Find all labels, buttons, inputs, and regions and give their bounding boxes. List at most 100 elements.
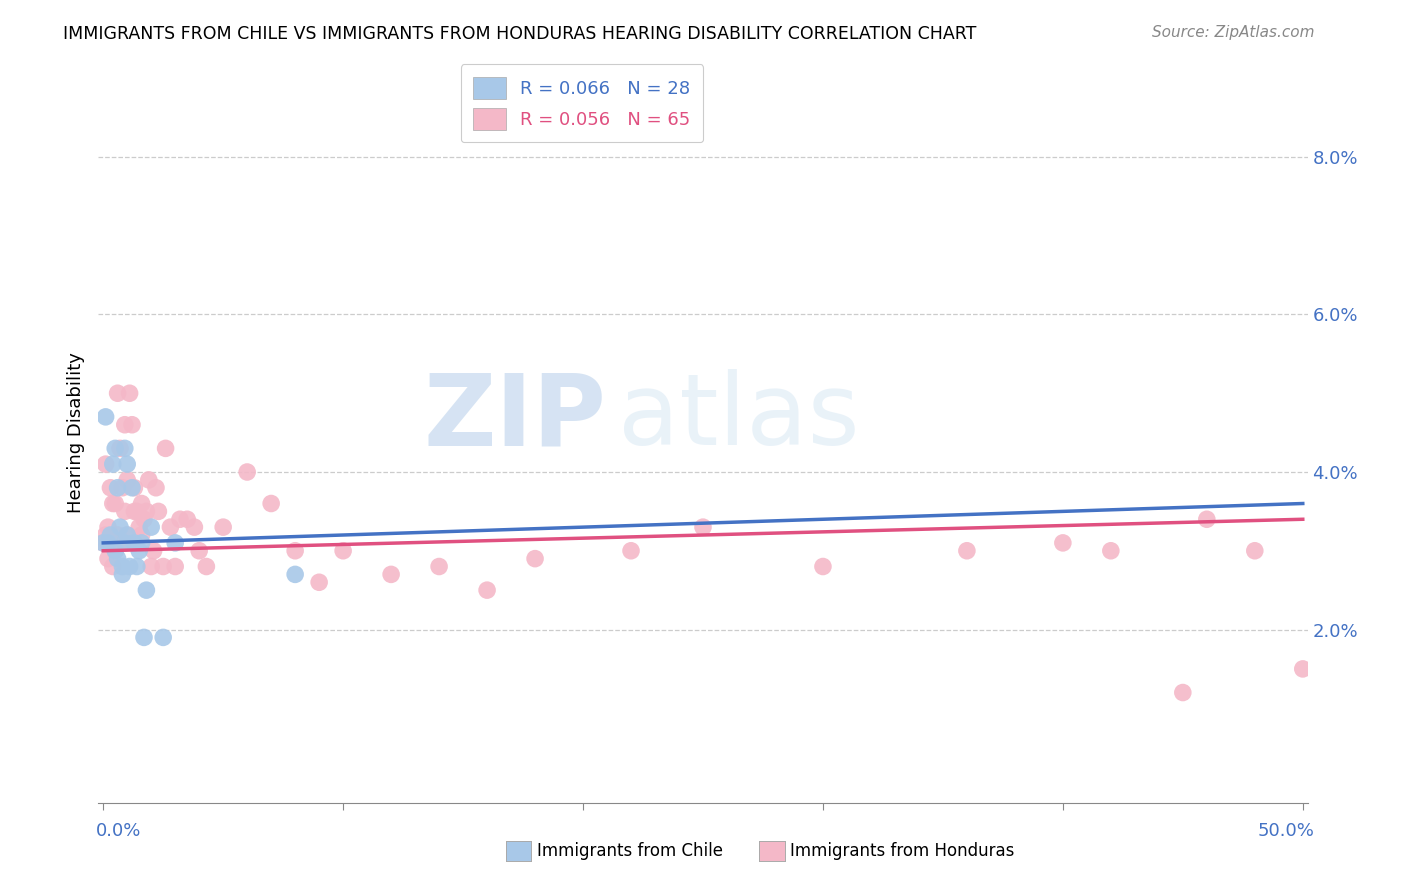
Point: [956, 543, 979, 558]
Point: [111, 481, 134, 495]
Point: [107, 551, 129, 566]
Point: [475, 583, 498, 598]
Point: [97, 551, 120, 566]
Point: [284, 543, 307, 558]
Point: [135, 504, 157, 518]
Point: [169, 512, 191, 526]
Point: [138, 473, 160, 487]
Point: [183, 520, 205, 534]
Point: [308, 575, 330, 590]
Point: [108, 536, 131, 550]
Point: [104, 496, 127, 510]
Point: [114, 504, 136, 518]
Point: [620, 543, 643, 558]
Point: [100, 536, 122, 550]
Point: [115, 528, 138, 542]
Point: [94, 409, 117, 424]
Point: [165, 559, 187, 574]
Legend: R = 0.066   N = 28, R = 0.056   N = 65: R = 0.066 N = 28, R = 0.056 N = 65: [461, 64, 703, 143]
Point: [195, 559, 218, 574]
Point: [125, 504, 148, 518]
Point: [128, 520, 150, 534]
Point: [141, 559, 163, 574]
Point: [1292, 662, 1315, 676]
Point: [131, 496, 153, 510]
Point: [131, 536, 153, 550]
Point: [104, 442, 127, 456]
Point: [260, 496, 283, 510]
Point: [176, 512, 198, 526]
Point: [114, 417, 136, 432]
Point: [94, 457, 117, 471]
Point: [1243, 543, 1265, 558]
Point: [811, 559, 834, 574]
Text: Immigrants from Chile: Immigrants from Chile: [537, 842, 723, 860]
Point: [1099, 543, 1122, 558]
Point: [132, 631, 155, 645]
Point: [141, 520, 163, 534]
Point: [1171, 685, 1194, 699]
Point: [165, 536, 187, 550]
Point: [94, 528, 117, 542]
Point: [1195, 512, 1218, 526]
Point: [124, 481, 146, 495]
Point: [148, 504, 170, 518]
Text: Immigrants from Honduras: Immigrants from Honduras: [790, 842, 1015, 860]
Point: [524, 551, 547, 566]
Point: [142, 543, 165, 558]
Point: [101, 559, 124, 574]
Point: [124, 504, 146, 518]
Point: [1052, 536, 1074, 550]
Point: [132, 512, 155, 526]
Point: [97, 536, 120, 550]
Point: [101, 496, 124, 510]
Point: [155, 442, 177, 456]
Point: [111, 559, 134, 574]
Point: [91, 536, 114, 550]
Point: [152, 631, 174, 645]
Point: [97, 520, 120, 534]
Point: [121, 481, 143, 495]
Y-axis label: Hearing Disability: Hearing Disability: [66, 352, 84, 513]
Text: 50.0%: 50.0%: [1258, 822, 1315, 840]
Point: [118, 559, 141, 574]
Text: IMMIGRANTS FROM CHILE VS IMMIGRANTS FROM HONDURAS HEARING DISABILITY CORRELATION: IMMIGRANTS FROM CHILE VS IMMIGRANTS FROM…: [63, 25, 977, 43]
Point: [125, 559, 148, 574]
Point: [188, 543, 211, 558]
Point: [121, 417, 143, 432]
Point: [114, 442, 136, 456]
Text: 0.0%: 0.0%: [96, 822, 141, 840]
Point: [115, 528, 138, 542]
Point: [104, 543, 127, 558]
Point: [380, 567, 402, 582]
Point: [135, 583, 157, 598]
Text: Source: ZipAtlas.com: Source: ZipAtlas.com: [1152, 25, 1315, 40]
Point: [100, 481, 122, 495]
Point: [114, 536, 136, 550]
Point: [104, 543, 127, 558]
Point: [124, 536, 146, 550]
Point: [692, 520, 714, 534]
Point: [145, 481, 167, 495]
Point: [108, 442, 131, 456]
Point: [159, 520, 181, 534]
Text: atlas: atlas: [619, 369, 860, 467]
Point: [91, 536, 114, 550]
Point: [111, 567, 134, 582]
Point: [100, 528, 122, 542]
Point: [128, 543, 150, 558]
Point: [115, 473, 138, 487]
Point: [332, 543, 354, 558]
Point: [152, 559, 174, 574]
Point: [101, 457, 124, 471]
Point: [108, 520, 131, 534]
Point: [107, 481, 129, 495]
Point: [111, 536, 134, 550]
Point: [236, 465, 259, 479]
Text: ZIP: ZIP: [423, 369, 606, 467]
Point: [107, 528, 129, 542]
Point: [212, 520, 235, 534]
Point: [131, 528, 153, 542]
Point: [284, 567, 307, 582]
Point: [107, 386, 129, 401]
